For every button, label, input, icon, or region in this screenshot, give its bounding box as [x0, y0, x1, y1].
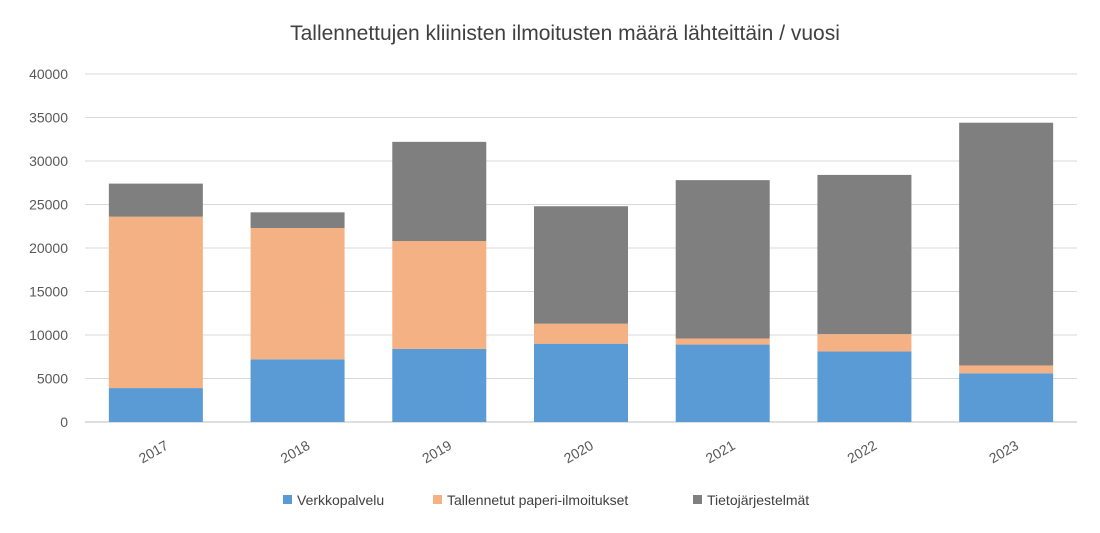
bar-segment-1-2022	[817, 351, 912, 422]
bar-segment-3-2022	[817, 174, 912, 335]
legend: Verkkopalvelu Tallennetut paperi-ilmoituk…	[283, 492, 809, 508]
y-tick-label: 10000	[29, 327, 68, 343]
bar-segment-1-2021	[675, 344, 770, 422]
bar-segment-2-2018	[250, 227, 345, 360]
bar-segment-3-2019	[392, 141, 487, 242]
x-tick-label: 2020	[561, 437, 596, 467]
x-tick-label: 2022	[844, 437, 879, 467]
bar-segment-1-2019	[392, 348, 487, 422]
bar-segment-1-2017	[108, 388, 203, 422]
legend-label: Verkkopalvelu	[297, 492, 384, 508]
y-tick-label: 30000	[29, 153, 68, 169]
bar-segment-2-2017	[108, 216, 203, 389]
legend-swatch	[433, 495, 442, 504]
bar-segment-1-2023	[959, 373, 1054, 422]
x-tick-label: 2019	[419, 437, 454, 467]
y-tick-label: 35000	[29, 110, 68, 126]
x-tick-label: 2023	[986, 437, 1021, 467]
bar-segment-2-2022	[817, 334, 912, 352]
bar-segment-2-2023	[959, 365, 1054, 374]
x-tick-label: 2021	[703, 437, 738, 467]
legend-swatch	[283, 495, 292, 504]
bar-segment-3-2021	[675, 180, 770, 339]
x-tick-label: 2017	[136, 437, 171, 467]
y-tick-label: 15000	[29, 284, 68, 300]
bar-segment-3-2023	[959, 122, 1054, 366]
y-axis: 0 5000 10000 15000 20000 25000 30000 35000 40000	[29, 66, 68, 430]
y-tick-label: 20000	[29, 240, 68, 256]
legend-swatch	[693, 495, 702, 504]
bar-segment-3-2018	[250, 212, 345, 228]
y-tick-label: 40000	[29, 66, 68, 82]
bar-segment-3-2020	[534, 206, 628, 324]
bar-segment-1-2018	[250, 359, 345, 422]
bar-segment-2-2020	[534, 323, 628, 344]
bar-segment-3-2017	[108, 183, 203, 217]
bar-segment-2-2019	[392, 241, 487, 349]
bar-segment-2-2021	[675, 338, 770, 345]
x-tick-label: 2018	[278, 437, 313, 467]
y-tick-label: 25000	[29, 197, 68, 213]
bar-segment-1-2020	[534, 343, 628, 422]
y-tick-label: 5000	[37, 371, 68, 387]
y-tick-label: 0	[60, 414, 68, 430]
legend-label: Tallennetut paperi-ilmoitukset	[447, 492, 628, 508]
legend-label: Tietojärjestelmät	[707, 492, 809, 508]
bars	[108, 122, 1054, 422]
chart-title: Tallennettujen kliinisten ilmoitusten mä…	[290, 22, 840, 45]
x-axis: 2017 2018 2019 2020 2021 2022 2023	[136, 437, 1021, 467]
